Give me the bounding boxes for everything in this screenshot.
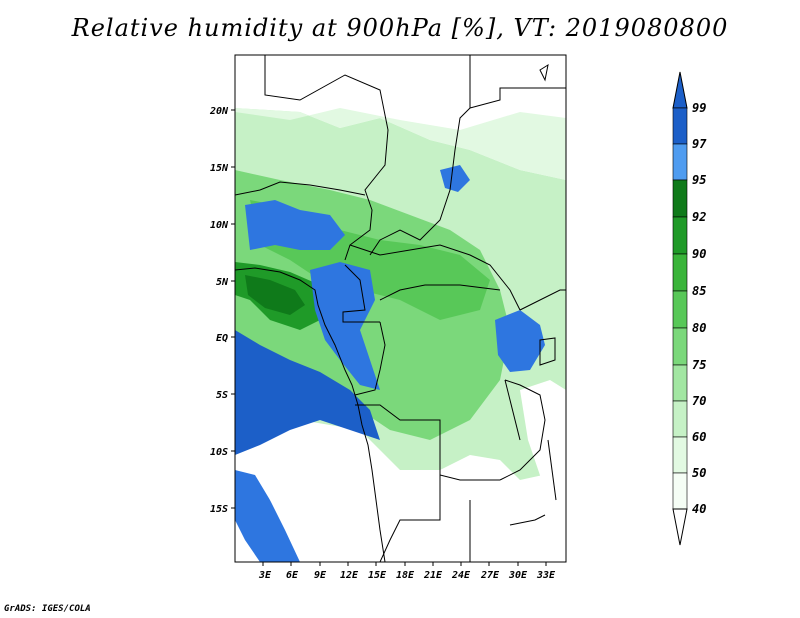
lat-label: 15N: [210, 163, 229, 174]
lake-tanganyika: [504, 379, 521, 441]
dry-region-east: [520, 380, 566, 500]
lat-label: 10N: [210, 220, 229, 231]
colorbar-label: 97: [692, 137, 707, 151]
colorbar: [672, 71, 688, 546]
map-frame: [234, 54, 567, 563]
border-line: [349, 244, 521, 311]
lon-label: 21E: [423, 570, 443, 581]
colorbar-label: 95: [692, 173, 706, 187]
border-line: [379, 475, 441, 562]
colorbar-segment: [672, 179, 688, 218]
lon-label: 18E: [396, 570, 415, 581]
coastline: [235, 267, 386, 562]
humidity-region-blue-nw: [245, 200, 345, 250]
colorbar-segment: [672, 143, 688, 181]
colorbar-segment: [672, 472, 688, 510]
lake-malawi: [547, 439, 557, 501]
lon-labels: 3E 6E 9E 12E 15E 18E 21E 24E 27E 30E 33E: [258, 570, 556, 581]
colorbar-label: 85: [692, 284, 706, 298]
lon-label: 3E: [258, 570, 272, 581]
colorbar-segment: [672, 253, 688, 292]
humidity-region-blue-lake: [495, 310, 545, 372]
dry-region-southeast: [380, 470, 520, 562]
lat-label: EQ: [216, 333, 228, 344]
border-line: [264, 55, 389, 261]
lon-label: 6E: [286, 570, 299, 581]
lat-label: 20N: [209, 106, 229, 117]
island: [539, 63, 549, 82]
colorbar-label: 92: [692, 210, 706, 224]
dry-region-south: [260, 455, 380, 562]
lon-label: 15E: [368, 570, 387, 581]
border-line: [379, 284, 501, 301]
lon-label: 9E: [314, 570, 327, 581]
humidity-region-light-north: [235, 108, 566, 180]
lon-label: 12E: [340, 570, 359, 581]
border-line: [355, 404, 500, 481]
chart-title: Relative humidity at 900hPa [%], VT: 201…: [71, 14, 729, 42]
humidity-region-blue-north: [440, 165, 470, 192]
borders: [235, 55, 566, 562]
border-line: [519, 289, 566, 311]
colorbar-segment: [672, 400, 688, 438]
lat-label: 15S: [210, 504, 228, 515]
humidity-region-blue-sw: [235, 330, 380, 455]
colorbar-label: 40: [692, 502, 706, 516]
lon-label: 30E: [508, 570, 528, 581]
colorbar-top-arrow: [672, 71, 688, 109]
colorbar-label: 90: [692, 247, 706, 261]
colorbar-label: 70: [692, 394, 706, 408]
colorbar-bottom-arrow: [672, 508, 688, 546]
colorbar-label: 50: [692, 466, 706, 480]
colorbar-label: 99: [692, 101, 706, 115]
colorbar-segment: [672, 290, 688, 329]
border-line: [509, 514, 546, 526]
border-line: [354, 321, 386, 396]
lon-ticks: [262, 562, 547, 566]
border-line: [469, 87, 566, 109]
colorbar-segment: [672, 364, 688, 402]
map-fields: [235, 55, 566, 562]
border-line: [539, 337, 556, 366]
humidity-region-darkest: [245, 275, 305, 315]
colorbar-segment: [672, 107, 688, 145]
lon-label: 27E: [480, 570, 500, 581]
colorbar-labels: 99 97 95 92 90 85 80 75 70 60 50 40: [692, 101, 707, 516]
colorbar-label: 80: [692, 321, 706, 335]
colorbar-segment: [672, 436, 688, 474]
lat-label: 10S: [210, 447, 228, 458]
border-line: [499, 379, 546, 481]
credit-text: GrADS: IGES/COLA: [4, 604, 91, 614]
lat-ticks: [231, 109, 235, 509]
colorbar-segment: [672, 327, 688, 366]
colorbar-segment: [672, 216, 688, 255]
border-line: [342, 264, 380, 323]
humidity-region-blue-south: [235, 470, 300, 562]
border-line: [235, 181, 366, 196]
lat-labels: 20N 15N 10N 5N EQ 5S 10S 15S: [209, 106, 229, 515]
lat-label: 5S: [216, 390, 228, 401]
lon-label: 24E: [451, 570, 471, 581]
lat-label: 5N: [216, 277, 229, 288]
border-line: [369, 55, 471, 256]
lon-label: 33E: [536, 570, 556, 581]
colorbar-label: 60: [692, 430, 706, 444]
colorbar-label: 75: [692, 358, 706, 372]
